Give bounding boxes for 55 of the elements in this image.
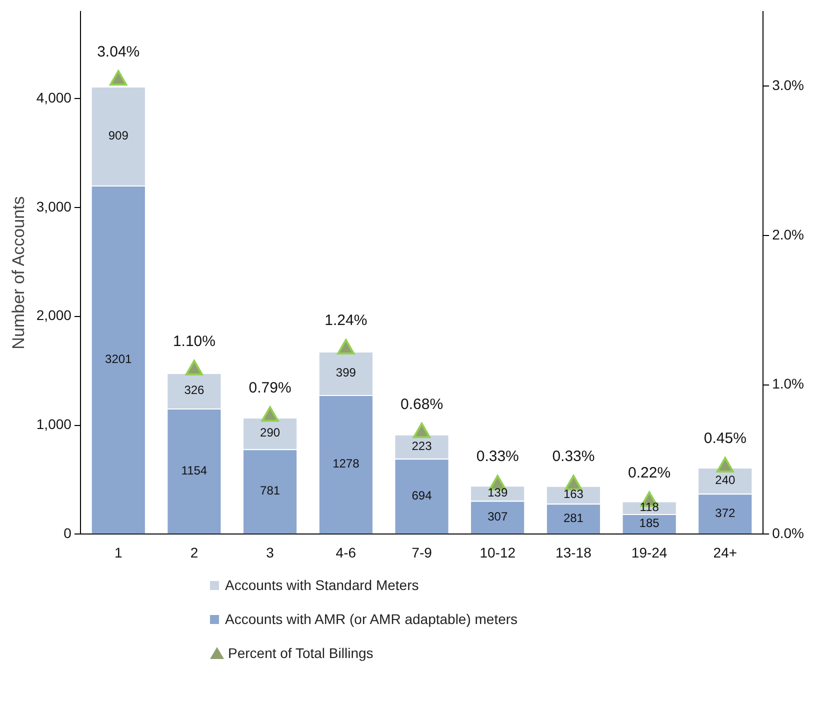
data-label: 694: [412, 488, 432, 502]
y-axis-title: Number of Accounts: [8, 196, 28, 350]
data-label: 372: [715, 506, 736, 520]
y2-tick-label: 2.0%: [772, 226, 804, 242]
data-label: 307: [488, 510, 508, 524]
x-tick-label: 10-12: [480, 544, 516, 560]
data-label: 909: [108, 128, 129, 142]
x-tick-label: 1: [114, 544, 122, 560]
point: [261, 406, 279, 422]
data-label: 223: [412, 438, 432, 453]
data-label: 3.04%: [97, 43, 140, 60]
data-label: 1.10%: [172, 333, 216, 350]
y2-tick-label: 1.0%: [772, 376, 804, 392]
point: [337, 338, 355, 354]
data-label: 3201: [105, 352, 132, 366]
data-label: 399: [336, 366, 356, 380]
x-tick-label: 4-6: [336, 544, 356, 560]
x-tick-label: 2: [190, 544, 198, 560]
y-tick-label: 2,000: [36, 307, 72, 324]
legend-label: Percent of Total Billings: [228, 645, 374, 661]
data-label: 1154: [181, 463, 208, 478]
point: [564, 474, 582, 490]
legend-label: Accounts with Standard Meters: [225, 577, 419, 593]
y-tick-label: 4,000: [36, 89, 72, 106]
data-label: 1.24%: [324, 312, 368, 330]
data-label: 1278: [332, 456, 360, 471]
x-tick-label: 24+: [713, 544, 738, 560]
x-tick-label: 7-9: [412, 544, 432, 560]
point: [110, 70, 128, 86]
y2-tick-label: 0.0%: [772, 525, 804, 542]
x-tick-label: 3: [266, 544, 274, 560]
y-tick-label: 3,000: [36, 198, 72, 214]
y-tick-label: 1,000: [36, 416, 72, 432]
data-label: 185: [639, 516, 660, 530]
data-label: 0.45%: [704, 430, 746, 448]
y2-tick-label: 3.0%: [772, 76, 804, 93]
point: [185, 360, 204, 376]
data-label: 281: [563, 510, 584, 525]
data-label: 139: [488, 486, 508, 500]
legend-label: Accounts with AMR (or AMR adaptable) meters: [225, 611, 518, 627]
data-label: 0.33%: [476, 448, 519, 466]
data-label: 326: [184, 383, 205, 398]
data-label: 0.33%: [552, 448, 595, 466]
point: [716, 456, 734, 472]
data-label: 0.22%: [628, 464, 671, 482]
data-label: 0.68%: [400, 396, 444, 413]
x-tick-label: 19-24: [631, 544, 668, 560]
y-tick-label: 0: [64, 525, 72, 542]
data-label: 781: [260, 484, 280, 498]
x-tick-label: 13-18: [556, 544, 592, 560]
data-label: 0.79%: [248, 379, 292, 396]
data-label: 290: [260, 426, 280, 440]
data-label: 163: [563, 487, 584, 502]
point: [412, 422, 431, 438]
data-label: 240: [715, 472, 736, 487]
